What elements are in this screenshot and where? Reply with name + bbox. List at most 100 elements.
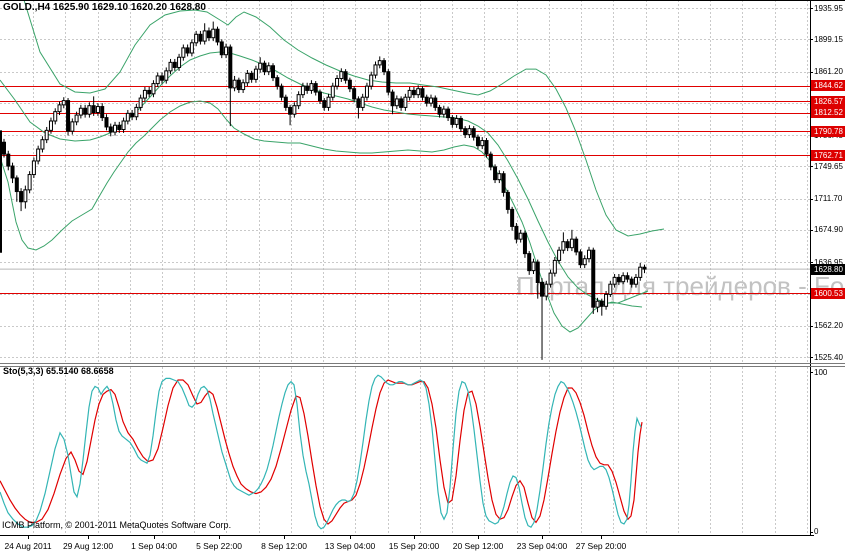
bear-candle-body <box>108 126 113 133</box>
bull-candle-body <box>202 30 207 42</box>
bear-candle-body <box>458 117 463 130</box>
panel-separator[interactable] <box>0 361 845 367</box>
time-axis-label: 8 Sep 12:00 <box>261 541 307 551</box>
bull-candle-body <box>23 189 28 203</box>
bull-candle-body <box>296 94 301 107</box>
bear-candle-body <box>535 261 540 284</box>
bull-candle-body <box>454 117 459 125</box>
price-level-tag: 1812.52 <box>811 107 845 119</box>
bull-candle-body <box>87 105 92 115</box>
bear-candle-body <box>463 128 468 136</box>
bull-candle-body <box>621 275 626 283</box>
time-axis-label: 1 Sep 04:00 <box>131 541 177 551</box>
bull-candle-body <box>78 107 83 116</box>
bear-candle-body <box>484 140 489 155</box>
bear-candle-body <box>433 97 438 108</box>
bull-candle-body <box>467 128 472 136</box>
price-level-tag: 1762.71 <box>811 149 845 161</box>
bear-candle-body <box>527 253 532 272</box>
axis-ticks <box>28 8 813 539</box>
bull-candle-body <box>369 74 374 87</box>
bull-candle-body <box>168 61 173 72</box>
bear-candle-body <box>279 85 284 98</box>
bear-candle-body <box>343 71 348 81</box>
bull-candle-body <box>177 56 182 68</box>
bear-candle-body <box>390 91 395 107</box>
bear-candle-body <box>437 106 442 115</box>
bull-candle-body <box>429 97 433 104</box>
bull-candle-body <box>339 71 344 80</box>
bear-candle-body <box>313 83 318 93</box>
bear-candle-body <box>347 79 352 90</box>
time-axis-label: 24 Aug 2011 <box>4 541 52 551</box>
bear-candle-body <box>352 88 357 100</box>
bear-candle-body <box>642 266 647 270</box>
bull-candle-body <box>377 60 382 66</box>
bull-candle-body <box>253 68 258 80</box>
bull-candle-body <box>57 104 62 113</box>
bear-candle-body <box>493 166 498 181</box>
bull-candle-body <box>480 140 485 147</box>
bear-candle-body <box>399 98 404 108</box>
stochastic-label: Sto(5,3,3) 65.5140 68.6658 <box>3 366 114 376</box>
candles <box>0 21 647 360</box>
bull-candle-body <box>309 83 314 91</box>
bear-candle-body <box>6 153 11 167</box>
bull-candle-body <box>121 120 126 131</box>
stochastic-main-line <box>0 374 642 530</box>
bear-candle-body <box>591 249 596 308</box>
price-axis-label: 1899.15 <box>814 34 843 44</box>
bear-candle-body <box>206 30 211 39</box>
bull-candle-body <box>31 160 36 176</box>
bear-candle-body <box>574 238 579 253</box>
bear-candle-body <box>83 107 88 115</box>
bull-candle-body <box>569 238 574 249</box>
bear-candle-body <box>172 61 177 68</box>
bear-candle-body <box>271 65 276 79</box>
bear-candle-body <box>599 300 604 307</box>
bear-candle-body <box>185 47 190 54</box>
bull-candle-body <box>595 300 600 308</box>
price-level-tag: 1600.53 <box>811 287 845 299</box>
stochastic-lines <box>0 374 643 530</box>
bear-candle-body <box>382 60 387 73</box>
bear-candle-body <box>424 96 429 104</box>
bull-candle-body <box>232 79 237 89</box>
bear-candle-body <box>147 89 152 95</box>
bear-candle-body <box>130 112 135 118</box>
bull-candle-body <box>360 96 365 108</box>
bull-candle-body <box>552 259 557 274</box>
price-level-tag: 1826.57 <box>811 95 845 107</box>
bull-candle-body <box>441 108 446 115</box>
bull-candle-body <box>95 106 100 114</box>
chart-title: GOLD.,H4 1625.90 1629.10 1620.20 1628.80 <box>3 2 206 13</box>
bull-candle-body <box>335 78 340 87</box>
bear-candle-body <box>514 225 519 240</box>
bull-candle-body <box>364 85 369 98</box>
bull-candle-body <box>164 70 169 81</box>
bull-candle-body <box>53 111 58 122</box>
bull-candle-body <box>292 105 297 115</box>
bear-candle-body <box>228 46 233 89</box>
last-price-tag: 1628.80 <box>811 263 845 275</box>
bull-candle-body <box>181 47 186 58</box>
bear-candle-body <box>625 275 630 280</box>
copyright-label: ICMB Platform, © 2001-2011 MetaQuotes So… <box>2 520 232 530</box>
bull-candle-body <box>138 97 143 108</box>
bull-candle-body <box>40 139 45 150</box>
bear-candle-body <box>262 62 267 73</box>
bear-candle-body <box>565 241 570 249</box>
price-axis-label: 1674.90 <box>814 225 843 235</box>
bear-candle-body <box>66 100 71 132</box>
price-axis-label: 1861.20 <box>814 67 843 76</box>
bear-candle-body <box>471 128 476 138</box>
bear-candle-body <box>629 278 634 285</box>
bull-candle-body <box>211 28 216 39</box>
bear-candle-body <box>386 71 391 93</box>
bear-candle-body <box>219 41 224 56</box>
price-axis-label: 1562.20 <box>814 321 843 331</box>
bear-candle-body <box>283 96 288 108</box>
bull-candle-body <box>27 174 32 191</box>
bull-candle-body <box>36 148 41 162</box>
